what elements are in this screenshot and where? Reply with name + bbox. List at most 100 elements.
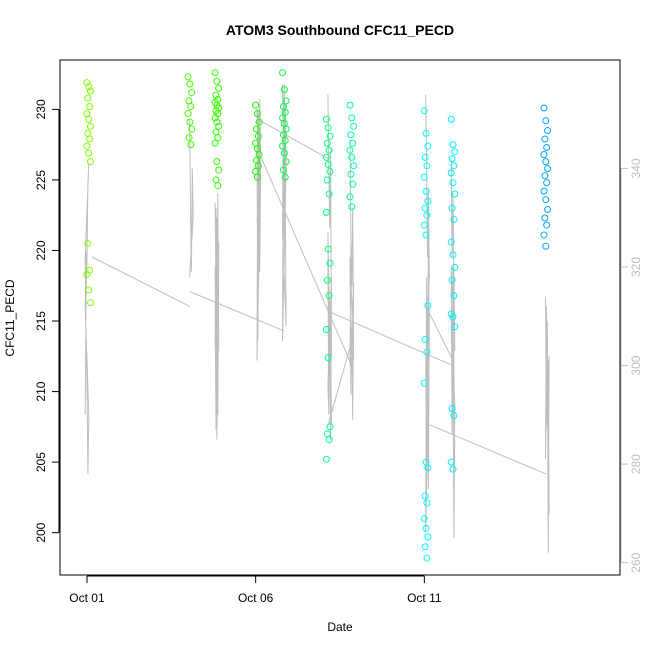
data-point: [543, 179, 551, 187]
data-point: [254, 132, 262, 140]
y-tick-label: 205: [34, 452, 48, 472]
data-point: [450, 292, 458, 300]
data-point: [85, 149, 93, 157]
data-point: [346, 146, 354, 154]
secondary-connector-line: [91, 256, 191, 307]
data-point: [325, 436, 333, 444]
x-axis: Oct 01 Oct 06 Oct 11: [69, 575, 442, 605]
data-point: [447, 458, 455, 466]
data-point: [215, 166, 223, 174]
data-point: [423, 554, 431, 562]
secondary-line-group: [189, 119, 194, 277]
data-point: [279, 69, 287, 77]
data-point: [347, 131, 355, 139]
data-point: [86, 87, 94, 95]
data-point: [324, 354, 332, 362]
secondary-line-group: [84, 163, 90, 475]
data-point: [348, 203, 356, 211]
data-point: [280, 149, 288, 157]
data-point: [212, 128, 220, 136]
data-point: [85, 83, 93, 91]
data-point: [326, 423, 334, 431]
data-point: [281, 108, 289, 116]
plot-frame: [59, 59, 621, 576]
y-tick-label: 200: [34, 522, 48, 542]
data-point: [451, 323, 459, 331]
data-point: [349, 139, 357, 147]
data-point: [253, 110, 261, 118]
data-point: [348, 114, 356, 122]
data-point: [420, 515, 428, 523]
data-point: [86, 135, 94, 143]
data-point: [422, 524, 430, 532]
data-point: [422, 129, 430, 137]
data-point: [188, 125, 196, 133]
data-point: [326, 167, 334, 175]
data-point: [326, 132, 334, 140]
data-point: [282, 158, 290, 166]
data-points: [83, 69, 552, 562]
data-point: [449, 313, 457, 321]
secondary-line-group: [545, 296, 550, 553]
x-axis-label: Date: [327, 620, 353, 634]
data-point: [214, 134, 222, 142]
data-point: [542, 117, 550, 125]
data-point: [421, 153, 429, 161]
y2-tick-label: 300: [629, 355, 643, 375]
x-tick-label: Oct 11: [407, 591, 442, 605]
data-point: [540, 151, 548, 159]
data-point: [187, 103, 195, 111]
secondary-line-group: [214, 193, 220, 440]
secondary-line-group: [450, 158, 456, 539]
data-point: [281, 136, 289, 144]
data-point: [543, 221, 551, 229]
chart-title: ATOM3 Southbound CFC11_PECD: [226, 22, 454, 38]
data-point: [451, 148, 459, 156]
data-point: [83, 79, 91, 87]
data-point: [543, 143, 551, 151]
data-point: [185, 97, 193, 105]
y-tick-label: 215: [34, 311, 48, 331]
data-point: [186, 118, 194, 126]
data-point: [542, 242, 550, 250]
data-point: [421, 543, 429, 551]
data-point: [447, 115, 455, 123]
data-point: [325, 292, 333, 300]
data-point: [420, 107, 428, 115]
data-point: [424, 142, 432, 150]
data-point: [282, 125, 290, 133]
data-point: [185, 134, 193, 142]
data-point: [541, 135, 549, 143]
data-point: [420, 379, 428, 387]
data-point: [422, 231, 430, 239]
data-point: [542, 196, 550, 204]
data-point: [322, 455, 330, 463]
y2-tick-label: 320: [629, 257, 643, 277]
data-point: [449, 179, 457, 187]
data-point: [421, 204, 429, 212]
data-point: [450, 412, 458, 420]
data-point: [542, 158, 550, 166]
secondary-line-group: [425, 94, 430, 534]
data-point: [349, 180, 357, 188]
data-point: [448, 276, 456, 284]
data-point: [211, 114, 219, 122]
data-point: [448, 155, 456, 163]
data-point: [421, 492, 429, 500]
y-axis-label: CFC11_PECD: [3, 279, 17, 356]
data-point: [83, 110, 91, 118]
data-point: [86, 103, 94, 111]
data-point: [215, 84, 223, 92]
y2-tick-label: 260: [629, 552, 643, 572]
secondary-series-lines: [84, 84, 550, 553]
data-point: [450, 162, 458, 170]
data-point: [254, 162, 262, 170]
data-point: [187, 141, 195, 149]
data-point: [420, 173, 428, 181]
data-point: [424, 533, 432, 541]
data-point: [323, 430, 331, 438]
data-point: [184, 73, 192, 81]
secondary-line-group: [327, 94, 332, 440]
data-point: [424, 197, 432, 205]
